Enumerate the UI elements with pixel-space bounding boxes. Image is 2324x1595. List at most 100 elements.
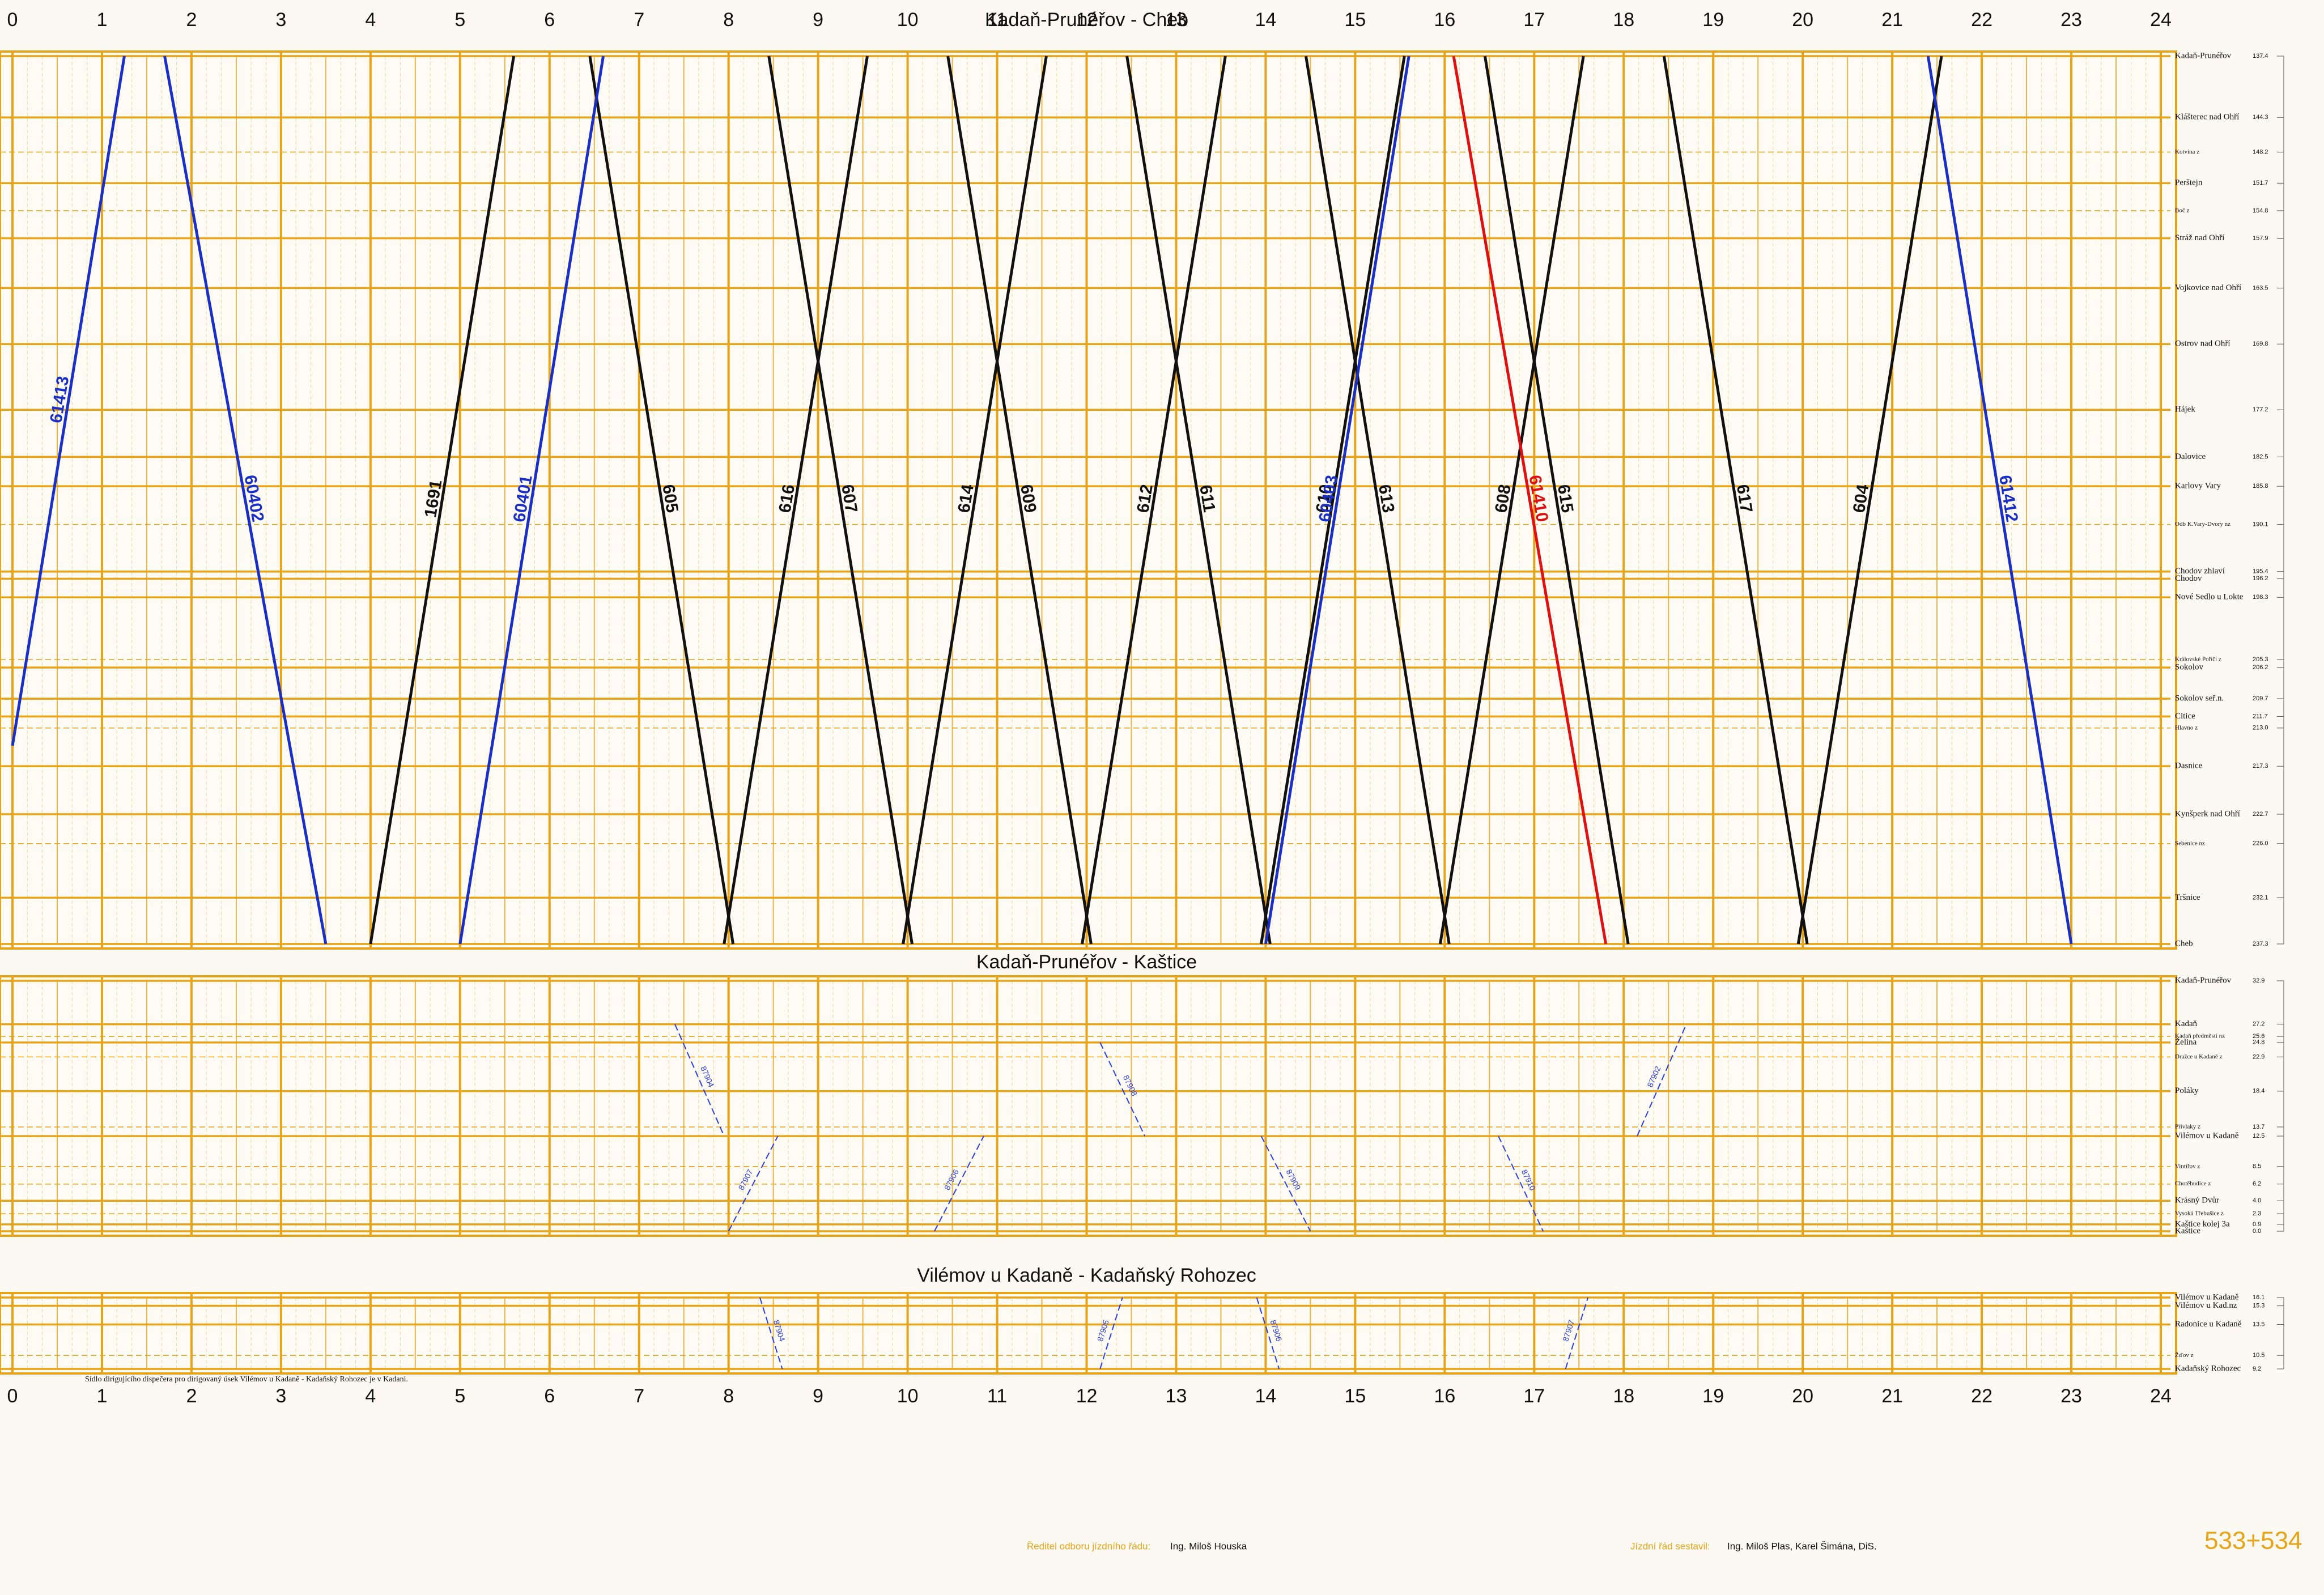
station-km: 13.7 [2253,1124,2264,1130]
station-name: Chotěbudice z [2175,1180,2211,1187]
station-name: Krásný Dvůr [2175,1196,2219,1205]
train-path [1796,56,1943,945]
station-name: Cheb [2175,939,2193,948]
station-km: 154.8 [2253,207,2268,214]
hour-label: 20 [1792,1385,1813,1407]
line-numbers: 533+534 [2204,1527,2302,1555]
station-km: 213.0 [2253,725,2268,731]
station-name: Vilémov u Kadaně [2175,1132,2239,1141]
station-name: Karlovy Vary [2175,482,2221,491]
train-path [1926,56,2073,945]
station-km: 27.2 [2253,1020,2264,1027]
station-name: Odb K.Vary-Dvory nz [2175,521,2230,528]
station-km: 32.9 [2253,977,2264,984]
station-name: Citice [2175,712,2195,721]
station-name: Kaštice kolej 3a [2175,1219,2230,1228]
station-km: 0.9 [2253,1221,2261,1228]
station-km: 226.0 [2253,840,2268,847]
station-km: 190.1 [2253,521,2268,528]
station-name: Nové Sedlo u Lokte [2175,593,2244,602]
hour-label: 17 [1523,1385,1545,1407]
station-name: Vysoká Třebušice z [2175,1210,2224,1217]
station-km: 206.2 [2253,664,2268,671]
train-number: 616 [775,483,798,514]
train-path [1099,1297,1123,1369]
hour-label: 12 [1076,9,1098,31]
station-km: 163.5 [2253,284,2268,291]
train-path [1264,56,1410,945]
station-km: 6.2 [2253,1181,2261,1188]
station-km: 25.6 [2253,1033,2264,1040]
station-name: Sokolov [2175,663,2204,672]
station-km: 211.7 [2253,713,2268,720]
note: Sídlo dirigujícího dispečera pro dirigov… [85,1375,408,1384]
train-path [946,56,1093,945]
hour-label: 23 [2060,1385,2082,1407]
train-path [1452,56,1608,945]
hour-label: 2 [186,1385,197,1407]
authors: Ing. Miloš Plas, Karel Šimána, DiS. [1727,1541,1877,1551]
train-number: 604 [1850,483,1873,514]
station-km: 15.3 [2253,1303,2264,1309]
station-km: 169.8 [2253,341,2268,347]
hour-label: 23 [2060,9,2082,31]
station-km: 185.8 [2253,483,2268,490]
panel-frame [0,975,2177,1237]
hour-label: 9 [813,9,823,31]
hour-label: 24 [2150,1385,2172,1407]
station-km: 182.5 [2253,453,2268,460]
hour-label: 0 [7,9,18,31]
hour-label: 21 [1881,9,1903,31]
station-name: Kadaň předměstí nz [2175,1033,2225,1040]
train-path [728,1135,779,1232]
station-name: Poláky [2175,1086,2199,1095]
train-path [934,1135,984,1232]
station-name: Kaštice [2175,1226,2200,1235]
station-name: Boč z [2175,207,2189,214]
station-km: 4.0 [2253,1197,2261,1204]
panel-title: Kadaň-Prunéřov - Kaštice [976,951,1197,973]
train-path [902,56,1048,945]
train-path [1125,56,1272,945]
train-path [759,1297,783,1369]
train-number: 609 [1017,483,1040,514]
station-km: 209.7 [2253,695,2268,702]
station-km: 205.3 [2253,656,2268,663]
hour-label: 15 [1344,1385,1366,1407]
station-name: Tršnice [2175,893,2200,902]
hour-label: 19 [1702,9,1724,31]
station-name: Radonice u Kadaně [2175,1320,2242,1329]
hour-label: 10 [897,9,919,31]
hour-label: 3 [275,1385,286,1407]
station-name: Stráž nad Ohří [2175,233,2224,243]
hour-label: 8 [723,9,734,31]
hour-label: 6 [544,9,555,31]
train-path [1438,56,1585,945]
station-name: Chodov [2175,574,2202,583]
train-path [1565,1297,1589,1369]
hour-label: 18 [1613,1385,1634,1407]
station-name: Královské Poříčí z [2175,656,2221,663]
station-km: 222.7 [2253,811,2268,818]
hour-label: 19 [1702,1385,1724,1407]
station-km: 18.4 [2253,1088,2264,1095]
station-name: Přívlaky z [2175,1123,2200,1130]
station-name: Kotvina z [2175,148,2199,155]
panel-title: Vilémov u Kadaně - Kadaňský Rohozec [917,1265,1256,1286]
station-km: 13.5 [2253,1321,2264,1328]
hour-label: 7 [634,1385,644,1407]
train-number: 612 [1133,483,1157,514]
train-number: 613 [1375,483,1398,514]
author-label: Jízdní řád sestavil: [1630,1541,1710,1551]
train-path [1498,1135,1544,1232]
hour-label: 14 [1255,1385,1277,1407]
train-path [1662,56,1809,945]
train-path [11,56,126,746]
train-path [458,56,605,945]
hour-label: 16 [1434,9,1455,31]
station-name: Klášterec nad Ohří [2175,113,2239,122]
station-km: 24.8 [2253,1039,2264,1046]
director-label: Ředitel odboru jízdního řádu: [1027,1541,1150,1551]
station-name: Sokolov seř.n. [2175,694,2224,703]
station-name: Kynšperk nad Ohří [2175,809,2240,818]
